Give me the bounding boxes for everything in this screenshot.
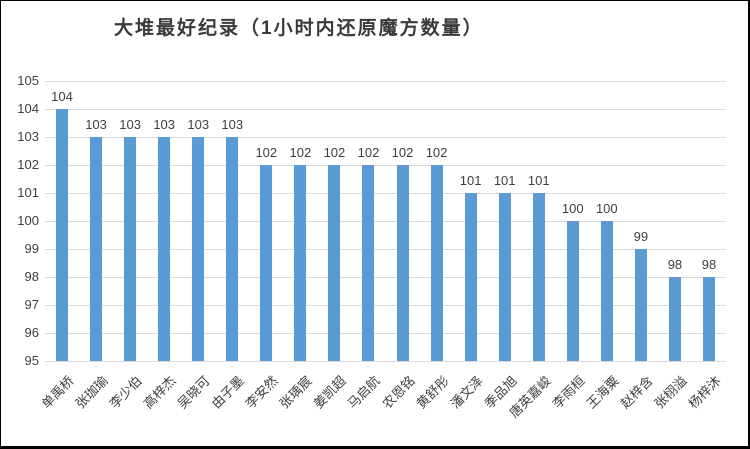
y-tick-label: 99 bbox=[24, 241, 39, 256]
x-category-label: 张栩溢 bbox=[651, 373, 690, 412]
bar-value-label: 98 bbox=[667, 257, 683, 272]
x-category-label: 由子墨 bbox=[208, 373, 248, 412]
y-tick-label: 103 bbox=[17, 129, 39, 144]
gridline bbox=[45, 304, 726, 306]
y-tick-label: 96 bbox=[24, 325, 39, 340]
bar-value-label: 103 bbox=[187, 117, 210, 132]
gridline bbox=[45, 164, 726, 166]
bar bbox=[668, 277, 681, 361]
x-category-label: 李安然 bbox=[242, 373, 282, 412]
chart-title: 大堆最好纪录（1小时内还原魔方数量） bbox=[114, 18, 484, 39]
x-category-label: 王海粟 bbox=[583, 373, 622, 412]
bar-value-label: 102 bbox=[255, 145, 278, 160]
y-tick-label: 101 bbox=[17, 185, 39, 200]
y-tick-label: 100 bbox=[17, 213, 39, 228]
x-category-label: 姜凯超 bbox=[310, 373, 350, 412]
x-category-label: 单禹桥 bbox=[38, 373, 77, 412]
y-tick-label: 95 bbox=[24, 353, 39, 368]
bar bbox=[294, 165, 307, 361]
bar-value-label: 103 bbox=[119, 117, 141, 132]
gridline bbox=[45, 332, 726, 334]
bar bbox=[396, 165, 409, 361]
bar-value-label: 101 bbox=[527, 173, 550, 188]
bar bbox=[90, 137, 103, 361]
bar bbox=[260, 165, 273, 361]
y-tick-label: 105 bbox=[17, 73, 39, 88]
x-category-label: 农恩铭 bbox=[379, 373, 418, 412]
gridline bbox=[45, 80, 726, 82]
bar-value-label: 102 bbox=[357, 145, 380, 160]
x-category-label: 李雨桓 bbox=[549, 373, 588, 412]
y-tick-label: 98 bbox=[24, 269, 39, 284]
gridline bbox=[45, 360, 726, 362]
bar bbox=[56, 109, 69, 361]
bar bbox=[600, 221, 613, 361]
x-category-label: 赵梓含 bbox=[617, 373, 656, 412]
bar bbox=[566, 221, 579, 361]
bar-value-label: 100 bbox=[595, 201, 618, 216]
y-tick-label: 104 bbox=[17, 101, 39, 116]
bar-value-label: 100 bbox=[561, 201, 584, 216]
gridline bbox=[45, 248, 726, 250]
gridline bbox=[45, 108, 726, 110]
x-category-label: 杨梓沐 bbox=[685, 373, 724, 412]
y-tick-label: 97 bbox=[24, 297, 39, 312]
bar-value-label: 103 bbox=[85, 117, 107, 132]
bar-value-label: 103 bbox=[221, 117, 244, 132]
bar bbox=[702, 277, 715, 361]
bar bbox=[328, 165, 341, 361]
bar-value-label: 102 bbox=[289, 145, 312, 160]
y-axis-labels: 95 96 97 98 99 100 101 102 103 104 105 bbox=[1, 74, 39, 368]
bar-value-label: 102 bbox=[425, 145, 448, 160]
x-category-label: 张珈瑜 bbox=[72, 373, 111, 412]
x-category-label: 潘文泽 bbox=[447, 373, 486, 412]
bar-value-label: 99 bbox=[633, 229, 649, 244]
y-tick-label: 102 bbox=[17, 157, 39, 172]
gridline bbox=[45, 220, 726, 222]
x-category-label: 高梓杰 bbox=[140, 373, 179, 412]
bar bbox=[430, 165, 443, 361]
plot-area: 104 103 103 103 103 103 102 102 102 102 102 102 101 1… bbox=[45, 80, 726, 362]
bar-value-label: 103 bbox=[153, 117, 176, 132]
bar bbox=[192, 137, 205, 361]
x-category-label: 李少伯 bbox=[106, 373, 145, 412]
bar bbox=[124, 137, 137, 361]
bar-value-label: 101 bbox=[459, 173, 482, 188]
bar bbox=[362, 165, 375, 361]
gridline bbox=[45, 136, 726, 138]
bar bbox=[158, 137, 171, 361]
bar-value-label: 102 bbox=[323, 145, 346, 160]
bar-value-label: 104 bbox=[51, 89, 73, 104]
x-category-label: 黄舒彤 bbox=[413, 373, 452, 412]
gridline bbox=[45, 192, 726, 194]
bar bbox=[498, 193, 511, 361]
bar-value-label: 102 bbox=[391, 145, 414, 160]
bar bbox=[532, 193, 545, 361]
x-axis-labels: 单禹桥 张珈瑜 李少伯 高梓杰 吴晓可 由子墨 李安然 张瑀宸 姜凯超 马启航 农恩铭 黄舒彤 潘文泽季… bbox=[39, 361, 726, 446]
bar bbox=[464, 193, 477, 361]
bar-value-label: 98 bbox=[701, 257, 717, 272]
bar-value-label: 101 bbox=[493, 173, 516, 188]
x-category-label: 吴晓可 bbox=[174, 373, 213, 412]
x-category-label: 张瑀宸 bbox=[276, 373, 316, 412]
x-category-label: 马启航 bbox=[345, 373, 384, 412]
bar bbox=[226, 137, 239, 361]
bar bbox=[634, 249, 647, 361]
gridline bbox=[45, 276, 726, 278]
